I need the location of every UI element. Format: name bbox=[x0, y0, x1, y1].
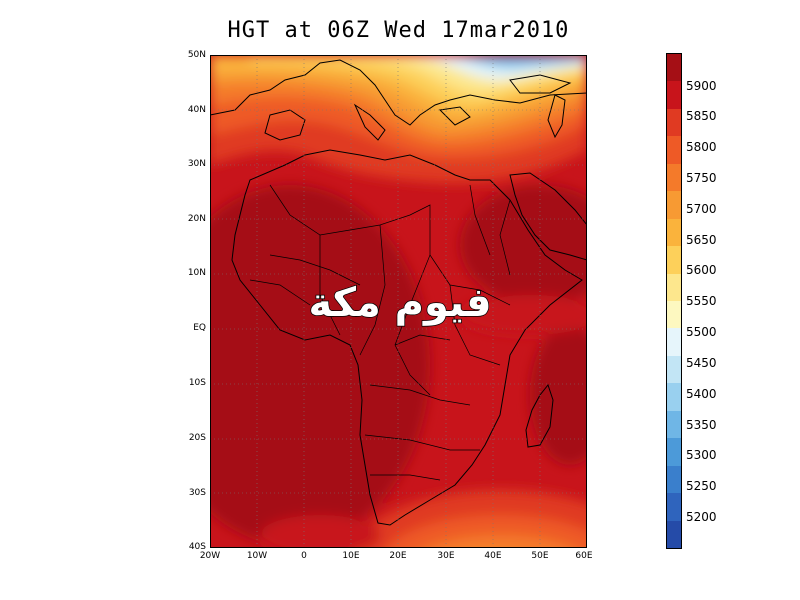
lon-label-20w: 20W bbox=[199, 551, 221, 561]
colorbar-label: 5450 bbox=[686, 356, 717, 370]
lon-label-50e: 50E bbox=[531, 551, 549, 561]
lon-label-30e: 30E bbox=[437, 551, 455, 561]
colorbar-label: 5900 bbox=[686, 79, 717, 93]
map-svg bbox=[210, 55, 587, 548]
lon-label-40e: 40E bbox=[484, 551, 502, 561]
coastlines bbox=[210, 59, 587, 526]
colorbar-segment bbox=[667, 191, 681, 220]
colorbar-segment bbox=[667, 410, 681, 439]
colorbar-segment bbox=[667, 273, 681, 302]
colorbar-segment bbox=[667, 328, 681, 357]
map-title: HGT at 06Z Wed 17mar2010 bbox=[227, 18, 570, 43]
lat-label-10n: 10N bbox=[187, 268, 206, 278]
colorbar-segment bbox=[667, 136, 681, 165]
colorbar-segment bbox=[667, 355, 681, 384]
watermark-logo: فيوم مكة bbox=[308, 279, 493, 327]
colorbar-segment bbox=[667, 301, 681, 329]
colorbar-segment bbox=[667, 246, 681, 275]
lat-label-10s: 10S bbox=[188, 378, 206, 388]
colorbar-label: 5800 bbox=[686, 140, 717, 154]
lon-label-10w: 10W bbox=[246, 551, 268, 561]
colorbar-label: 5200 bbox=[686, 510, 717, 524]
colorbar-segment bbox=[667, 218, 681, 247]
colorbar-label: 5700 bbox=[686, 202, 717, 216]
colorbar-label: 5600 bbox=[686, 263, 717, 277]
lat-label-40s: 40S bbox=[188, 542, 206, 552]
lon-label-60e: 60E bbox=[575, 551, 593, 561]
lat-label-30s: 30S bbox=[188, 488, 206, 498]
graticule bbox=[210, 55, 587, 548]
lon-label-0: 0 bbox=[301, 551, 307, 561]
colorbar-label: 5250 bbox=[686, 479, 717, 493]
colorbar-segment bbox=[667, 520, 681, 549]
colorbar-segment bbox=[667, 493, 681, 522]
colorbar-label: 5500 bbox=[686, 325, 717, 339]
colorbar-label: 5750 bbox=[686, 171, 717, 185]
colorbar-segment bbox=[667, 383, 681, 412]
watermark-text: فيوم مكة bbox=[308, 280, 491, 326]
colorbar-segment bbox=[667, 163, 681, 192]
colorbar-label: 5850 bbox=[686, 109, 717, 123]
colorbar-segment bbox=[667, 465, 681, 494]
geopotential-height-map bbox=[210, 55, 587, 548]
colorbar-label: 5300 bbox=[686, 448, 717, 462]
colorbar-segment bbox=[667, 54, 681, 82]
map-border bbox=[210, 55, 587, 548]
lat-label-20n: 20N bbox=[187, 214, 206, 224]
lat-label-30n: 30N bbox=[187, 159, 206, 169]
lat-label-eq: EQ bbox=[193, 323, 206, 333]
lat-label-50n: 50N bbox=[187, 50, 206, 60]
colorbar-label: 5650 bbox=[686, 233, 717, 247]
colorbar-label: 5400 bbox=[686, 387, 717, 401]
lat-label-40n: 40N bbox=[187, 105, 206, 115]
colorbar-label: 5550 bbox=[686, 294, 717, 308]
colorbar bbox=[666, 53, 682, 549]
country-borders bbox=[249, 184, 511, 481]
colorbar-segment bbox=[667, 108, 681, 137]
lon-label-20e: 20E bbox=[389, 551, 407, 561]
colorbar-label: 5350 bbox=[686, 418, 717, 432]
lon-label-10e: 10E bbox=[342, 551, 360, 561]
colorbar-segment bbox=[667, 81, 681, 110]
colorbar-segment bbox=[667, 438, 681, 467]
lat-label-20s: 20S bbox=[188, 433, 206, 443]
